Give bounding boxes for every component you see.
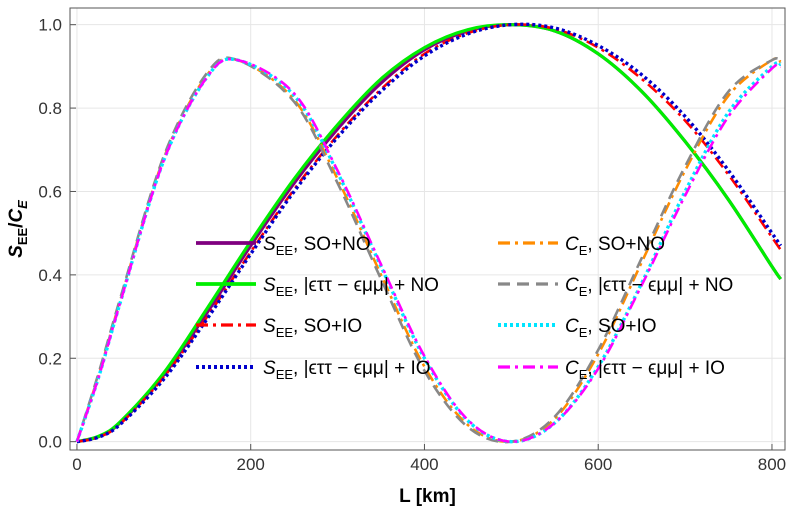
legend-label-c4: CE, |ϵττ − ϵμμ| + IO <box>565 358 725 382</box>
series-line-s4 <box>76 22 783 444</box>
x-tick-label: 200 <box>237 455 265 474</box>
series-line-c4 <box>75 57 782 443</box>
x-axis-title: L [km] <box>399 486 456 507</box>
legend-label-c2: CE, |ϵττ − ϵμμ| + NO <box>565 275 733 299</box>
series-line-s2 <box>76 23 782 444</box>
x-tick-label: 800 <box>758 455 786 474</box>
y-tick-label: 0.8 <box>38 99 62 118</box>
legend-label-s3: SEE, SO+IO <box>263 316 362 340</box>
legend-label-c1: CE, SO+NO <box>565 234 665 258</box>
legend-label-c3: CE, SO+IO <box>565 316 657 340</box>
x-tick-label: 0 <box>72 455 81 474</box>
tick-layer: 0 200 400 600 800 0.0 0.2 0.4 0.6 0.8 1.0 <box>38 16 786 474</box>
grid-layer <box>70 8 785 450</box>
series-layer <box>75 22 783 444</box>
plot-frame <box>69 7 786 451</box>
y-tick-label: 0.6 <box>38 182 62 201</box>
legend-label-s2: SEE, |ϵττ − ϵμμ| + NO <box>263 275 439 299</box>
y-tick-label: 0.0 <box>38 433 62 452</box>
legend-label-s1: SEE, SO+NO <box>263 234 371 258</box>
y-tick-label: 0.4 <box>38 266 62 285</box>
y-tick-label: 0.2 <box>38 349 62 368</box>
legend: SEE, SO+NO SEE, |ϵττ − ϵμμ| + NO SEE, SO+I… <box>196 234 733 382</box>
x-tick-label: 400 <box>410 455 438 474</box>
legend-label-s4: SEE, |ϵττ − ϵμμ| + IO <box>263 358 431 382</box>
y-axis-title: SEE/CE <box>6 200 30 258</box>
series-line-s3 <box>76 23 782 443</box>
x-tick-label: 600 <box>584 455 612 474</box>
y-tick-label: 1.0 <box>38 16 62 35</box>
